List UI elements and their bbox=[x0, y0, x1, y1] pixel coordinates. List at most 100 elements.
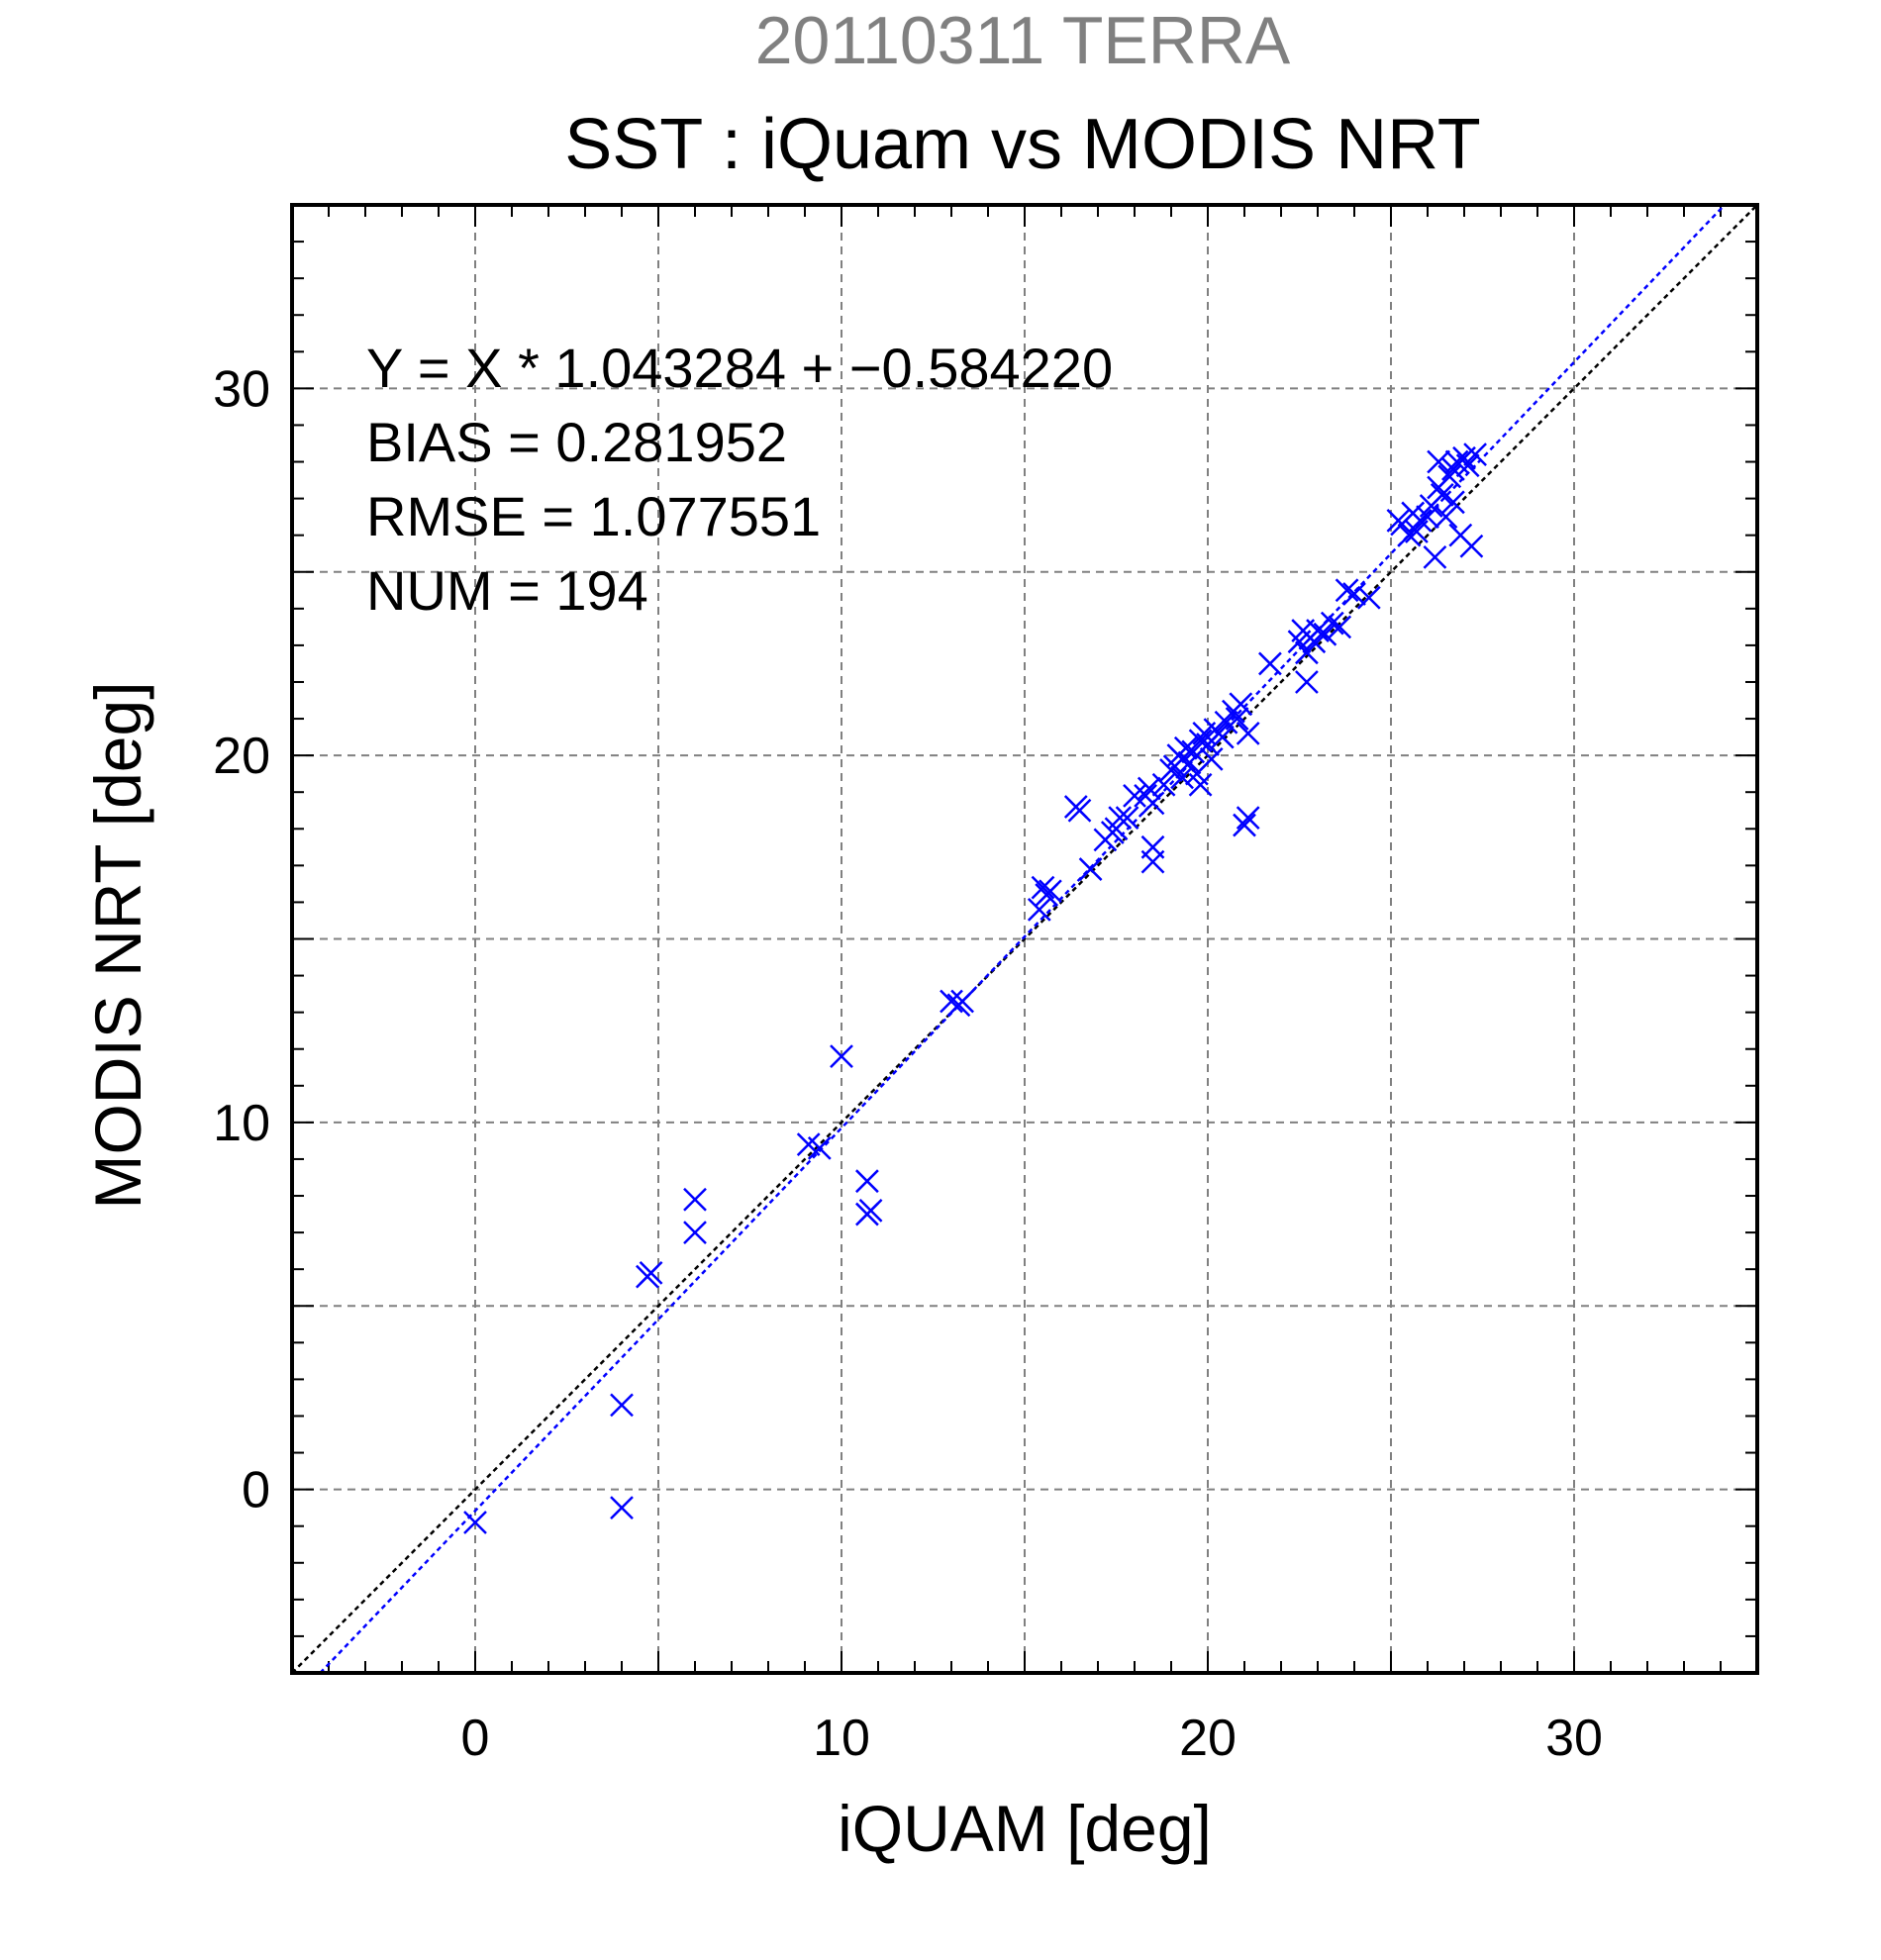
data-point-stroke bbox=[1408, 508, 1433, 533]
data-point bbox=[1408, 508, 1433, 533]
data-point-stroke bbox=[1123, 784, 1146, 808]
data-point-stroke bbox=[1229, 692, 1253, 717]
data-point-stroke bbox=[858, 1198, 883, 1223]
regression-line bbox=[319, 204, 1726, 1674]
reference-lines bbox=[291, 204, 1758, 1674]
data-point bbox=[610, 1496, 634, 1520]
data-point bbox=[1210, 725, 1235, 749]
data-point-stroke bbox=[1233, 813, 1256, 837]
tick-labels: 0 10 20 30 0 10 20 30 bbox=[213, 360, 1603, 1767]
data-point bbox=[830, 1044, 853, 1069]
data-point-stroke bbox=[1115, 806, 1139, 831]
data-point bbox=[639, 1260, 663, 1285]
data-point-stroke bbox=[683, 1187, 707, 1212]
data-point bbox=[1459, 534, 1484, 558]
data-point-stroke bbox=[610, 1393, 634, 1418]
data-point bbox=[1295, 670, 1319, 694]
data-point bbox=[1441, 490, 1465, 515]
data-point-stroke bbox=[1356, 585, 1381, 610]
data-point bbox=[1233, 813, 1256, 837]
data-point bbox=[1295, 640, 1319, 665]
x-tick-label: 0 bbox=[461, 1710, 490, 1767]
data-point-stroke bbox=[1027, 897, 1051, 922]
data-point-stroke bbox=[1173, 735, 1198, 760]
data-point-stroke bbox=[1295, 670, 1319, 694]
data-point-stroke bbox=[1188, 729, 1213, 753]
data-point-stroke bbox=[1455, 453, 1480, 478]
data-point bbox=[1342, 582, 1366, 606]
data-point bbox=[1427, 449, 1450, 474]
data-point-stroke bbox=[639, 1260, 663, 1285]
data-point bbox=[463, 1511, 487, 1534]
data-point bbox=[855, 1169, 879, 1194]
data-point bbox=[1335, 578, 1359, 603]
data-point bbox=[1078, 857, 1103, 881]
data-point bbox=[1031, 875, 1055, 900]
x-axis-label: iQUAM [deg] bbox=[838, 1792, 1212, 1865]
data-point-stroke bbox=[1430, 483, 1454, 507]
data-point bbox=[858, 1198, 883, 1223]
data-point bbox=[1140, 834, 1165, 859]
y-tick-label: 0 bbox=[242, 1462, 270, 1519]
data-point bbox=[950, 989, 974, 1014]
data-point bbox=[1320, 611, 1344, 636]
data-point bbox=[1229, 692, 1253, 717]
data-point bbox=[1313, 622, 1337, 646]
data-point-stroke bbox=[1236, 721, 1260, 745]
data-point bbox=[1236, 721, 1260, 745]
data-point-stroke bbox=[1328, 615, 1352, 639]
data-point bbox=[1151, 772, 1176, 797]
data-point bbox=[1115, 806, 1139, 831]
data-point-stroke bbox=[1137, 776, 1161, 801]
data-point bbox=[610, 1393, 634, 1418]
y-tick-label: 20 bbox=[213, 728, 270, 785]
rmse-value: RMSE = 1.077551 bbox=[366, 485, 821, 547]
data-point bbox=[1306, 619, 1330, 642]
data-point-stroke bbox=[1199, 746, 1224, 771]
data-point bbox=[1039, 879, 1062, 904]
data-point bbox=[1236, 806, 1260, 831]
data-point-stroke bbox=[1437, 464, 1462, 489]
data-point-stroke bbox=[855, 1169, 879, 1194]
data-point-stroke bbox=[1313, 622, 1337, 646]
count-value: NUM = 194 bbox=[366, 559, 648, 622]
data-point-stroke bbox=[610, 1496, 634, 1520]
data-point bbox=[1123, 784, 1146, 808]
data-point-stroke bbox=[1423, 545, 1447, 569]
data-point bbox=[1437, 464, 1462, 489]
data-point bbox=[1463, 442, 1487, 466]
data-point-stroke bbox=[1151, 772, 1176, 797]
data-point-stroke bbox=[1441, 490, 1465, 515]
data-point-stroke bbox=[683, 1221, 707, 1244]
data-point-stroke bbox=[1225, 707, 1249, 731]
grid bbox=[292, 205, 1757, 1673]
data-point-stroke bbox=[1295, 640, 1319, 665]
data-point-stroke bbox=[1067, 798, 1092, 823]
data-point bbox=[1423, 545, 1447, 569]
data-point bbox=[1173, 735, 1198, 760]
data-point-stroke bbox=[830, 1044, 853, 1069]
y-axis-label: MODIS NRT [deg] bbox=[81, 681, 154, 1209]
data-point bbox=[1455, 453, 1480, 478]
data-point-stroke bbox=[1397, 523, 1422, 547]
data-point bbox=[940, 989, 963, 1014]
x-tick-label: 30 bbox=[1545, 1710, 1603, 1767]
data-point-stroke bbox=[1031, 875, 1055, 900]
data-point-stroke bbox=[1170, 765, 1194, 790]
data-point-stroke bbox=[1188, 772, 1213, 797]
data-point bbox=[1225, 707, 1249, 731]
data-point-stroke bbox=[950, 989, 974, 1014]
data-point-stroke bbox=[807, 1135, 832, 1160]
data-point-stroke bbox=[1039, 879, 1062, 904]
data-points bbox=[463, 442, 1487, 1534]
data-point-stroke bbox=[1342, 582, 1366, 606]
data-point-stroke bbox=[1459, 534, 1484, 558]
data-point-stroke bbox=[1140, 791, 1165, 816]
data-point-stroke bbox=[1210, 725, 1235, 749]
plot-frame bbox=[290, 203, 1759, 1675]
identity-line bbox=[291, 204, 1758, 1674]
data-point bbox=[1027, 897, 1051, 922]
x-tick-label: 20 bbox=[1179, 1710, 1237, 1767]
data-point bbox=[1328, 615, 1352, 639]
data-point bbox=[1137, 776, 1161, 801]
